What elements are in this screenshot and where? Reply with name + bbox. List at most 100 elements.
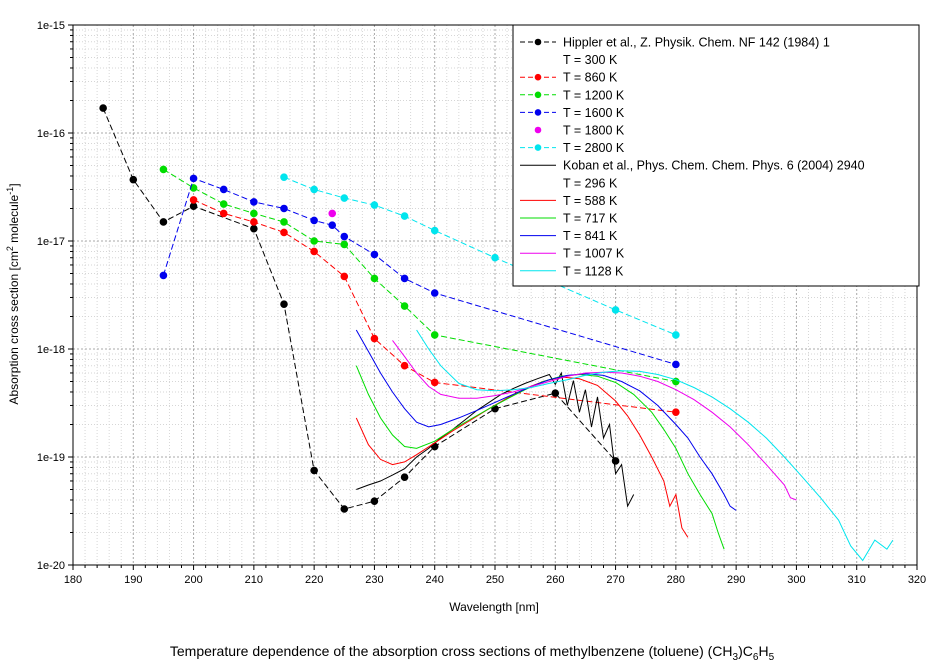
legend-swatch-marker (534, 91, 542, 99)
data-point (611, 306, 620, 314)
legend-swatch-marker (534, 126, 542, 134)
series-line (392, 340, 797, 501)
data-point (280, 218, 288, 226)
data-point (310, 466, 318, 475)
data-point (400, 473, 409, 482)
data-point (340, 194, 349, 202)
series-koban-296-k (356, 371, 635, 508)
series-hippler-1600-k (159, 174, 680, 369)
y-tick-label: 1e-18 (37, 344, 65, 356)
data-point (400, 274, 409, 283)
legend-label: T = 860 K (563, 71, 618, 85)
data-point (280, 228, 288, 237)
x-tick-label: 190 (124, 574, 142, 586)
y-tick-label: 1e-19 (37, 452, 65, 464)
series-hippler-860-k (189, 196, 680, 416)
x-tick-label: 250 (486, 574, 504, 586)
x-tick-label: 180 (64, 574, 82, 586)
series-layer (99, 104, 894, 562)
legend-item: T = 841 K (520, 229, 618, 243)
legend-item: T = 860 K (520, 71, 618, 85)
x-tick-label: 220 (305, 574, 323, 586)
data-point (430, 331, 439, 339)
data-point (310, 185, 318, 194)
legend-item: T = 1128 K (520, 264, 624, 278)
data-point (189, 202, 198, 211)
legend-item: T = 1007 K (520, 247, 625, 261)
y-axis-title: Absorption cross section [cm2 molecule-1… (5, 183, 21, 404)
data-point (370, 274, 379, 283)
data-point (400, 302, 409, 310)
legend-label: T = 296 K (563, 176, 618, 190)
data-point (310, 216, 318, 225)
data-point (328, 221, 337, 230)
series-hippler-1800-k (328, 209, 337, 218)
data-point (250, 218, 258, 226)
series-line (102, 107, 616, 510)
legend-label: T = 1128 K (563, 264, 624, 278)
y-tick-label: 1e-17 (37, 236, 65, 248)
y-tick-label: 1e-15 (37, 20, 65, 32)
series-hippler-1200-k (159, 165, 680, 386)
legend-label: Koban et al., Phys. Chem. Chem. Phys. 6 … (563, 159, 865, 173)
data-point (310, 247, 318, 256)
data-point (400, 212, 409, 220)
legend-swatch-marker (534, 38, 542, 46)
legend: Hippler et al., Z. Physik. Chem. NF 142 … (512, 24, 920, 287)
chart-caption: Temperature dependence of the absorption… (170, 643, 775, 663)
data-point (370, 334, 379, 343)
data-point (430, 289, 439, 297)
legend-swatch-marker (534, 73, 542, 81)
series-line (355, 329, 737, 511)
x-tick-label: 320 (908, 574, 926, 586)
data-point (219, 200, 228, 208)
legend-item: T = 296 K (563, 176, 618, 190)
series-line (193, 199, 676, 413)
x-tick-label: 230 (365, 574, 383, 586)
x-tick-label: 310 (848, 574, 866, 586)
data-point (250, 209, 258, 218)
legend-item: Koban et al., Phys. Chem. Chem. Phys. 6 … (520, 159, 865, 173)
legend-item: Hippler et al., Z. Physik. Chem. NF 142 … (520, 36, 830, 50)
data-point (99, 104, 107, 112)
data-point (250, 224, 258, 233)
legend-swatch-marker (534, 109, 542, 116)
series-line (356, 371, 635, 508)
series-hippler-300-k (99, 104, 620, 513)
legend-label: T = 1800 K (563, 124, 625, 138)
data-point (159, 271, 168, 280)
legend-label: T = 300 K (563, 53, 618, 67)
legend-label: T = 588 K (563, 194, 618, 208)
legend-item: T = 1600 K (520, 106, 625, 120)
data-point (551, 389, 560, 397)
x-tick-label: 200 (184, 574, 202, 586)
data-point (340, 232, 349, 241)
data-point (129, 175, 138, 184)
data-point (340, 272, 349, 281)
data-point (400, 361, 409, 370)
y-tick-label: 1e-20 (37, 560, 65, 572)
data-point (370, 201, 379, 209)
data-point (430, 378, 439, 387)
data-point (340, 240, 349, 249)
data-point (280, 204, 288, 213)
legend-item: T = 2800 K (520, 141, 625, 155)
series-hippler-2800-k (280, 173, 680, 339)
data-point (219, 185, 228, 194)
data-point (189, 174, 198, 183)
series-line (416, 329, 894, 562)
data-point (491, 253, 499, 262)
legend-label: Hippler et al., Z. Physik. Chem. NF 142 … (563, 36, 830, 50)
legend-item: T = 300 K (563, 53, 618, 67)
legend-item: T = 1200 K (520, 88, 625, 102)
legend-label: T = 1007 K (563, 247, 625, 261)
axis-ticks: 180 190 200 210 220 230 240 250 260 270 280 290 300 3… (37, 20, 926, 586)
data-point (280, 300, 288, 308)
legend-item: T = 717 K (520, 212, 618, 226)
data-point (672, 408, 680, 416)
data-point (250, 198, 258, 206)
x-tick-label: 280 (667, 574, 685, 586)
legend-label: T = 1600 K (563, 106, 625, 120)
data-point (280, 173, 288, 181)
